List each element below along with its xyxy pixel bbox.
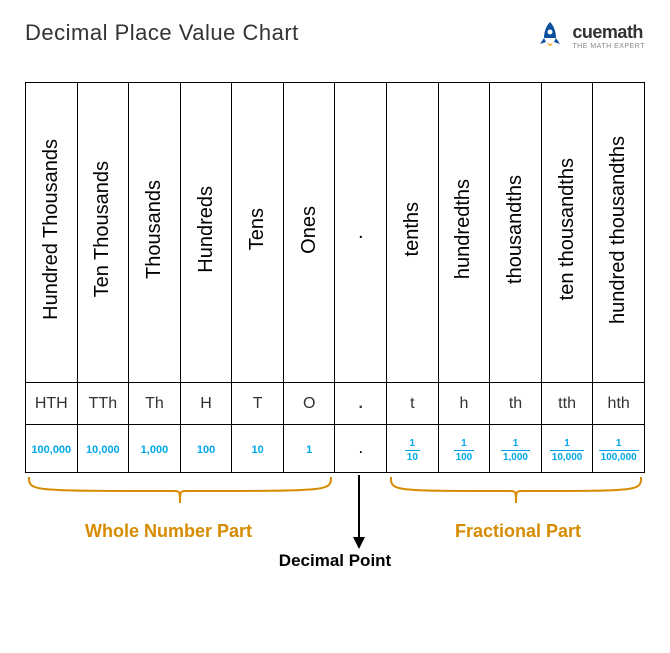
place-name: thousandths xyxy=(504,175,527,284)
col-value: 1 xyxy=(283,425,335,473)
place-name: Ten Thousands xyxy=(91,161,114,297)
col-value: 110,000 xyxy=(541,425,593,473)
col-abbr: h xyxy=(438,383,490,425)
col-name: . xyxy=(335,83,387,383)
place-name: Hundreds xyxy=(195,186,218,273)
col-name: Ones xyxy=(283,83,335,383)
col-name: hundredths xyxy=(438,83,490,383)
place-name: Thousands xyxy=(143,180,166,279)
col-abbr: HTH xyxy=(26,383,78,425)
place-value-table: Hundred Thousands Ten Thousands Thousands H… xyxy=(25,82,645,473)
col-name: tenths xyxy=(387,83,439,383)
col-name: Thousands xyxy=(129,83,181,383)
whole-label: Whole Number Part xyxy=(85,521,252,542)
col-value: 110 xyxy=(387,425,439,473)
rocket-icon xyxy=(534,20,566,52)
place-name: Ones xyxy=(298,206,321,254)
place-name: hundred thousandths xyxy=(607,136,630,324)
col-value: 100 xyxy=(180,425,232,473)
col-abbr: t xyxy=(387,383,439,425)
col-value: 100,000 xyxy=(26,425,78,473)
col-abbr: H xyxy=(180,383,232,425)
col-name: Hundreds xyxy=(180,83,232,383)
col-name: thousandths xyxy=(490,83,542,383)
col-abbr: O xyxy=(283,383,335,425)
col-abbr: . xyxy=(335,383,387,425)
col-abbr: TTh xyxy=(77,383,129,425)
col-value: 1100,000 xyxy=(593,425,645,473)
col-abbr: T xyxy=(232,383,284,425)
brand-tagline: THE MATH EXPERT xyxy=(572,43,645,50)
col-abbr: th xyxy=(490,383,542,425)
decimal-point-label: Decimal Point xyxy=(279,551,391,571)
col-abbr: Th xyxy=(129,383,181,425)
place-name: Tens xyxy=(246,208,269,250)
brand-name: cuemath xyxy=(572,23,645,41)
col-name: Tens xyxy=(232,83,284,383)
decimal-arrow xyxy=(347,473,371,551)
place-name: hundredths xyxy=(452,179,475,279)
place-name: ten thousandths xyxy=(556,158,579,300)
place-name: Hundred Thousands xyxy=(40,139,63,320)
col-value: 10 xyxy=(232,425,284,473)
place-name: tenths xyxy=(401,202,424,256)
col-value: 1,000 xyxy=(129,425,181,473)
fractional-label: Fractional Part xyxy=(455,521,581,542)
col-name: hundred thousandths xyxy=(593,83,645,383)
col-abbr: tth xyxy=(541,383,593,425)
col-value: 11,000 xyxy=(490,425,542,473)
col-value: 1100 xyxy=(438,425,490,473)
col-abbr: hth xyxy=(593,383,645,425)
col-name: Ten Thousands xyxy=(77,83,129,383)
whole-brace xyxy=(25,473,335,513)
page-title: Decimal Place Value Chart xyxy=(25,20,299,46)
col-value: . xyxy=(335,425,387,473)
col-name: ten thousandths xyxy=(541,83,593,383)
col-name: Hundred Thousands xyxy=(26,83,78,383)
col-value: 10,000 xyxy=(77,425,129,473)
fractional-brace xyxy=(387,473,645,513)
brand-logo: cuemath THE MATH EXPERT xyxy=(534,20,645,52)
